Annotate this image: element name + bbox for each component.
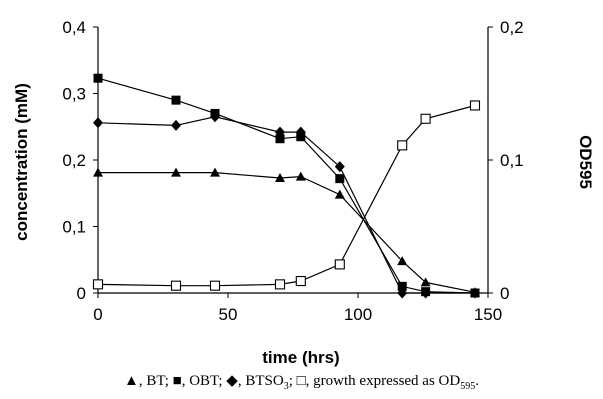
point-bt: [275, 172, 285, 182]
y2-tick-label: 0,1: [500, 151, 524, 170]
point-growth-expressed-as-od595: [334, 259, 345, 270]
x-tick-label: 0: [93, 305, 102, 324]
y-tick-label: 0,2: [62, 151, 86, 170]
point-growth-expressed-as-od595: [209, 280, 221, 291]
series-line-btso3: [97, 116, 475, 294]
point-btso3: [397, 287, 408, 299]
y-tick-label: 0: [77, 284, 86, 303]
point-bt: [210, 167, 220, 177]
point-growth-expressed-as-od595: [92, 279, 104, 290]
point-bt: [295, 171, 306, 181]
point-btso3: [210, 111, 220, 123]
y2-tick-label: 0,2: [500, 18, 524, 37]
point-btso3: [470, 287, 480, 299]
y-tick-label: 0,4: [62, 18, 86, 37]
point-bt: [93, 167, 103, 177]
point-obt: [275, 134, 285, 144]
y-axis-title: concentration (mM): [12, 83, 31, 241]
point-growth-expressed-as-od595: [420, 113, 431, 124]
filled-square-icon: ■: [172, 373, 182, 389]
point-bt: [397, 256, 408, 266]
y2-tick-label: 0: [500, 284, 509, 303]
y-tick-label: 0,3: [62, 85, 86, 104]
point-growth-expressed-as-od595: [274, 279, 286, 290]
axes: 0 0,1 0,2 0,3 0,4 0 0,1 0,2 0 50 100 150: [62, 18, 523, 324]
caption-end: .: [475, 373, 479, 389]
point-growth-expressed-as-od595: [397, 140, 408, 151]
series-layer: [92, 73, 481, 299]
series-line-bt: [98, 172, 476, 293]
triangle-icon: ▲: [124, 373, 139, 389]
caption-bt: , BT;: [138, 373, 173, 389]
x-axis-title: time (hrs): [262, 348, 339, 367]
caption-growth: , growth expressed as OD: [305, 373, 461, 389]
x-tick-label: 50: [219, 305, 238, 324]
point-btso3: [295, 126, 306, 138]
caption-growth-sub: 595: [460, 381, 476, 392]
open-square-icon: □: [296, 373, 306, 389]
point-growth-expressed-as-od595: [170, 280, 182, 291]
point-obt: [335, 174, 345, 184]
series-line-obt: [97, 77, 476, 294]
point-growth-expressed-as-od595: [469, 100, 481, 111]
point-btso3: [171, 119, 181, 131]
chart: 0 0,1 0,2 0,3 0,4 0 0,1 0,2 0 50 100 150 time (hrs)…: [12, 18, 595, 367]
point-bt: [171, 167, 181, 177]
point-btso3: [420, 287, 431, 299]
point-btso3: [93, 117, 103, 129]
y2-axis-title: OD595: [576, 135, 595, 189]
point-bt: [334, 189, 345, 199]
caption-btso3: , BTSO: [237, 373, 284, 389]
point-obt: [397, 281, 407, 291]
point-btso3: [334, 161, 345, 173]
point-bt: [420, 277, 431, 287]
x-tick-label: 100: [344, 305, 372, 324]
caption-btso3-sub: 3: [283, 381, 289, 392]
y-tick-label: 0,1: [62, 218, 86, 237]
point-obt: [93, 73, 103, 83]
point-obt: [171, 95, 181, 105]
point-btso3: [275, 126, 285, 138]
point-growth-expressed-as-od595: [295, 275, 306, 287]
figure-caption: ▲, BT; ■, OBT; ◆, BTSO3; □, growth expre…: [0, 371, 603, 392]
caption-sep: ;: [288, 373, 297, 389]
diamond-icon: ◆: [226, 373, 238, 389]
caption-obt: , OBT;: [181, 373, 227, 389]
x-tick-label: 150: [474, 305, 502, 324]
